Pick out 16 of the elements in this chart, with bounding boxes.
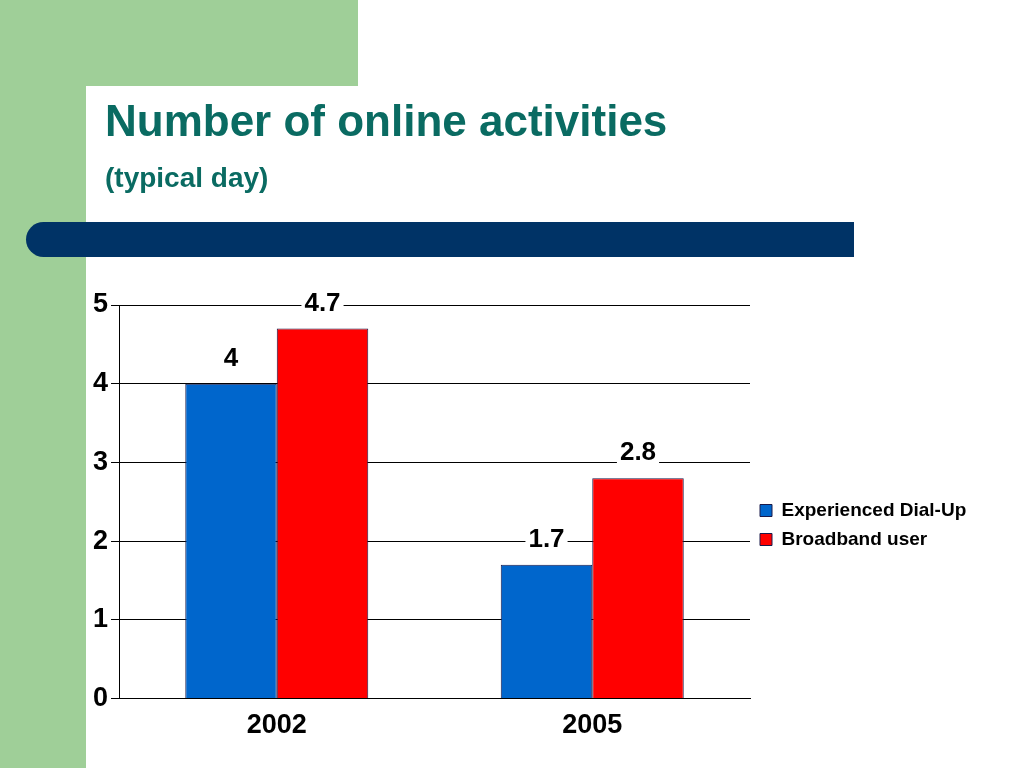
legend-label: Experienced Dial-Up bbox=[781, 498, 967, 520]
y-tick-label: 1 bbox=[92, 603, 109, 634]
data-label: 4.7 bbox=[304, 286, 341, 317]
y-tick-label: 2 bbox=[92, 524, 109, 555]
data-label: 4 bbox=[223, 341, 239, 372]
data-label: 1.7 bbox=[528, 522, 565, 553]
legend-label: Broadband user bbox=[781, 527, 928, 549]
x-tick-label: 2005 bbox=[562, 709, 623, 740]
x-tick-label: 2002 bbox=[246, 709, 307, 740]
chart-subtitle: (typical day) bbox=[105, 162, 269, 194]
chart-title: Number of online activities bbox=[105, 96, 668, 146]
y-tick-label: 4 bbox=[92, 367, 109, 398]
y-tick-label: 0 bbox=[92, 682, 109, 713]
data-label: 2.8 bbox=[619, 436, 657, 467]
y-tick-label: 3 bbox=[92, 445, 109, 476]
y-tick-label: 5 bbox=[92, 288, 109, 319]
